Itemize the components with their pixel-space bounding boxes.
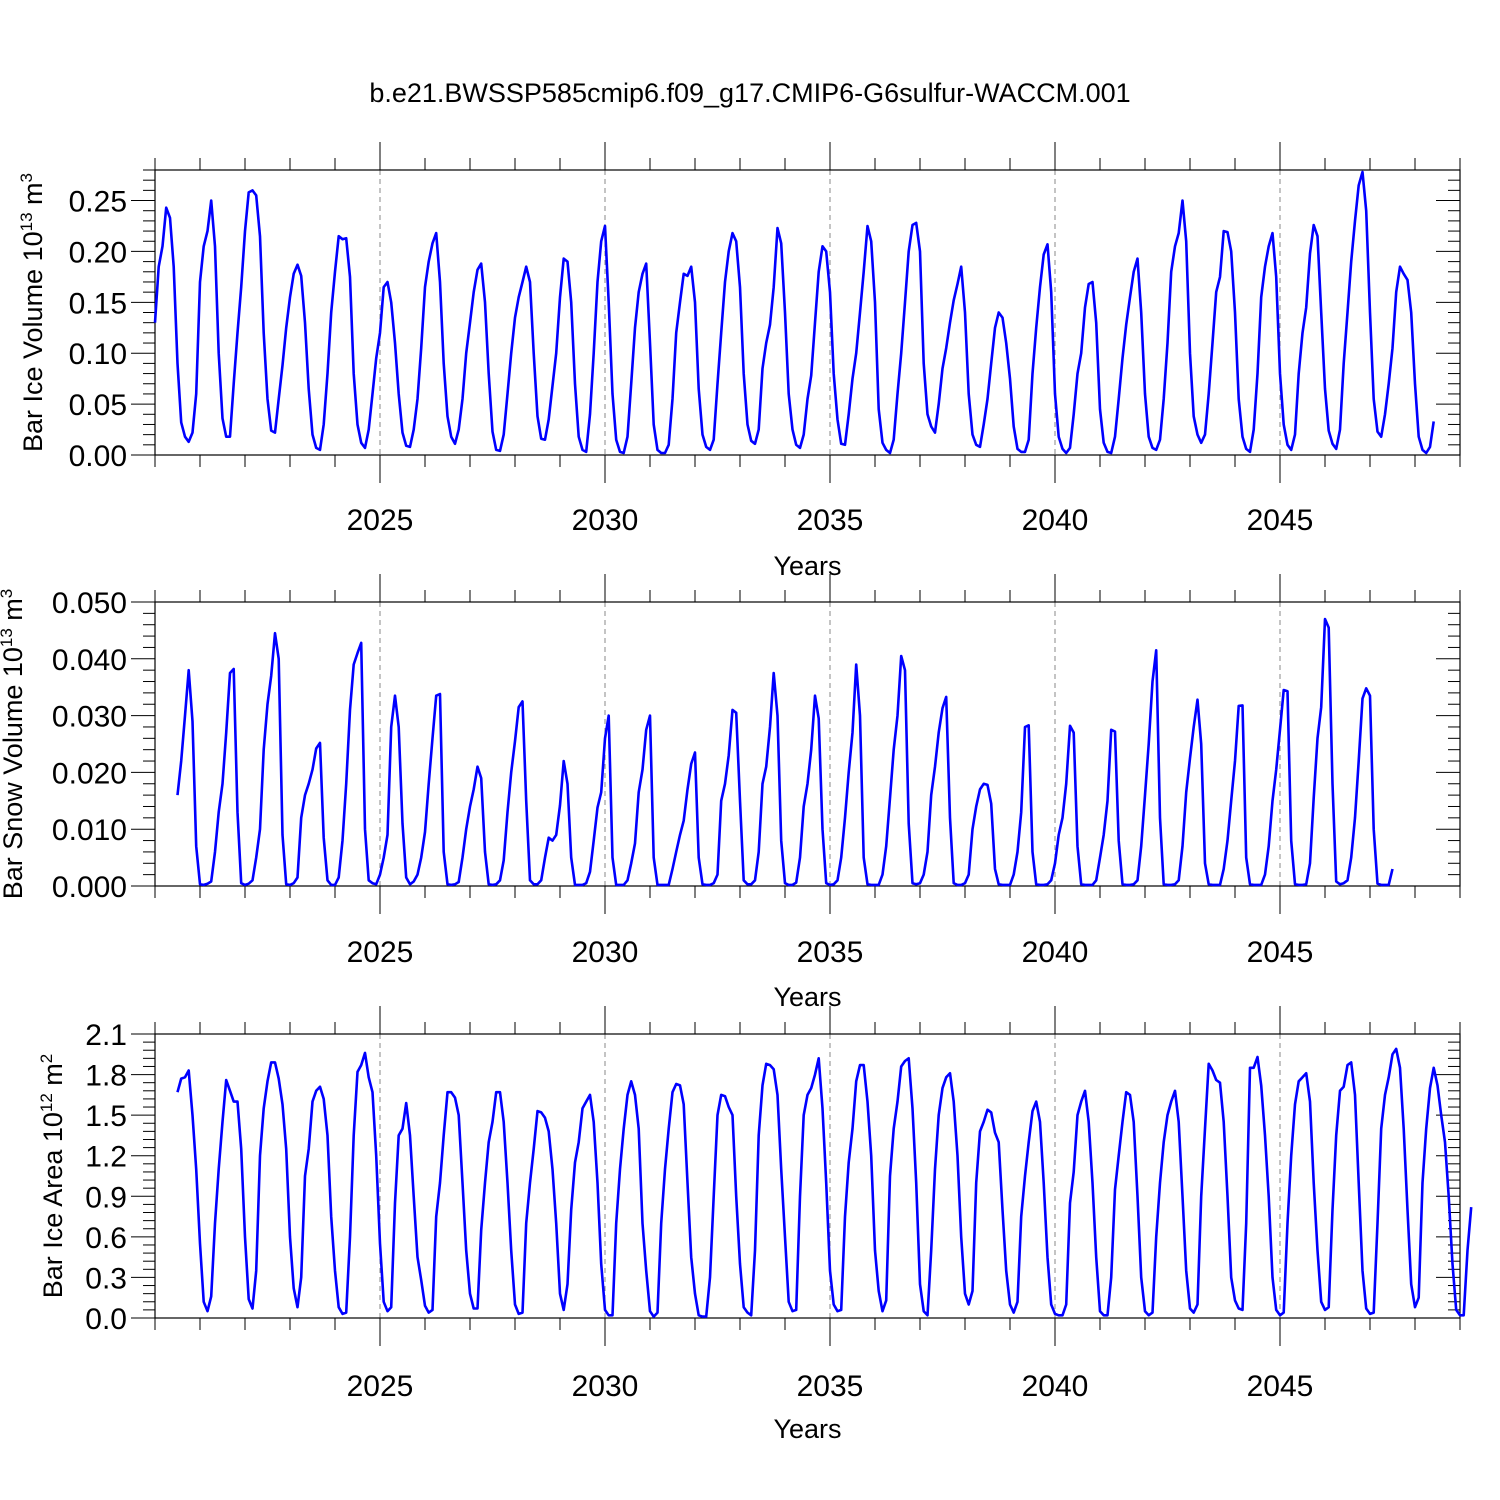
- series-line: [153, 170, 1435, 455]
- y-axis-title: Bar Ice Area 1012 m2: [37, 1054, 68, 1299]
- x-tick-label: 2040: [1022, 936, 1089, 969]
- x-tick-label: 2040: [1022, 504, 1089, 537]
- y-tick-label: 0.010: [52, 814, 127, 847]
- x-tick-label: 2030: [572, 936, 639, 969]
- x-tick-label: 2025: [347, 1370, 414, 1403]
- y-tick-label: 0.05: [69, 389, 127, 422]
- x-tick-label: 2040: [1022, 1370, 1089, 1403]
- y-axis-title: Bar Ice Volume 1013 m3: [17, 173, 48, 452]
- x-tick-label: 2045: [1247, 1370, 1314, 1403]
- plot-frame: [154, 601, 1461, 887]
- x-tick-label: 2035: [797, 936, 864, 969]
- series-line: [176, 1047, 1473, 1318]
- y-tick-label: 1.5: [85, 1100, 127, 1133]
- x-tick-label: 2035: [797, 1370, 864, 1403]
- y-tick-label: 0.00: [69, 440, 127, 473]
- x-tick-label: 2025: [347, 504, 414, 537]
- y-tick-label: 0.000: [52, 871, 127, 904]
- x-tick-label: 2045: [1247, 504, 1314, 537]
- y-axis-title: Bar Snow Volume 1013 m3: [0, 589, 28, 900]
- y-tick-label: 0.3: [85, 1262, 127, 1295]
- panel-ice-area: 0.0 0.3 0.6 0.9 1.2 1.5 1.8 2.1 2025 2030 2035 2040…: [37, 1006, 1473, 1444]
- y-tick-label: 0.6: [85, 1222, 127, 1255]
- x-tick-label: 2045: [1247, 936, 1314, 969]
- chart-title: b.e21.BWSSP585cmip6.f09_g17.CMIP6-G6sulf…: [369, 78, 1131, 108]
- panel-ice-volume: 0.00 0.05 0.10 0.15 0.20 0.25 2025 2030 2035 2040…: [17, 142, 1461, 581]
- y-tick-label: 0.040: [52, 644, 127, 677]
- y-tick-label: 0.20: [69, 236, 127, 269]
- plot-frame: [154, 1033, 1461, 1319]
- y-tick-label: 0.9: [85, 1181, 127, 1214]
- y-tick-label: 0.15: [69, 287, 127, 320]
- x-tick-label: 2030: [572, 504, 639, 537]
- y-tick-label: 0.050: [52, 587, 127, 620]
- y-tick-label: 1.8: [85, 1060, 127, 1093]
- x-axis-title: Years: [773, 551, 841, 581]
- y-tick-label: 0.25: [69, 186, 127, 219]
- y-tick-label: 0.020: [52, 757, 127, 790]
- y-tick-label: 0.0: [85, 1303, 127, 1336]
- y-tick-label: 2.1: [85, 1019, 127, 1052]
- panel-snow-volume: 0.000 0.010 0.020 0.030 0.040 0.050 2025 2030 20…: [0, 574, 1461, 1012]
- y-tick-label: 0.10: [69, 338, 127, 371]
- series-line: [176, 617, 1394, 887]
- x-tick-label: 2025: [347, 936, 414, 969]
- y-tick-label: 1.2: [85, 1141, 127, 1174]
- y-tick-label: 0.030: [52, 701, 127, 734]
- x-tick-label: 2035: [797, 504, 864, 537]
- x-axis-title: Years: [773, 982, 841, 1012]
- x-axis-title: Years: [773, 1414, 841, 1444]
- x-tick-label: 2030: [572, 1370, 639, 1403]
